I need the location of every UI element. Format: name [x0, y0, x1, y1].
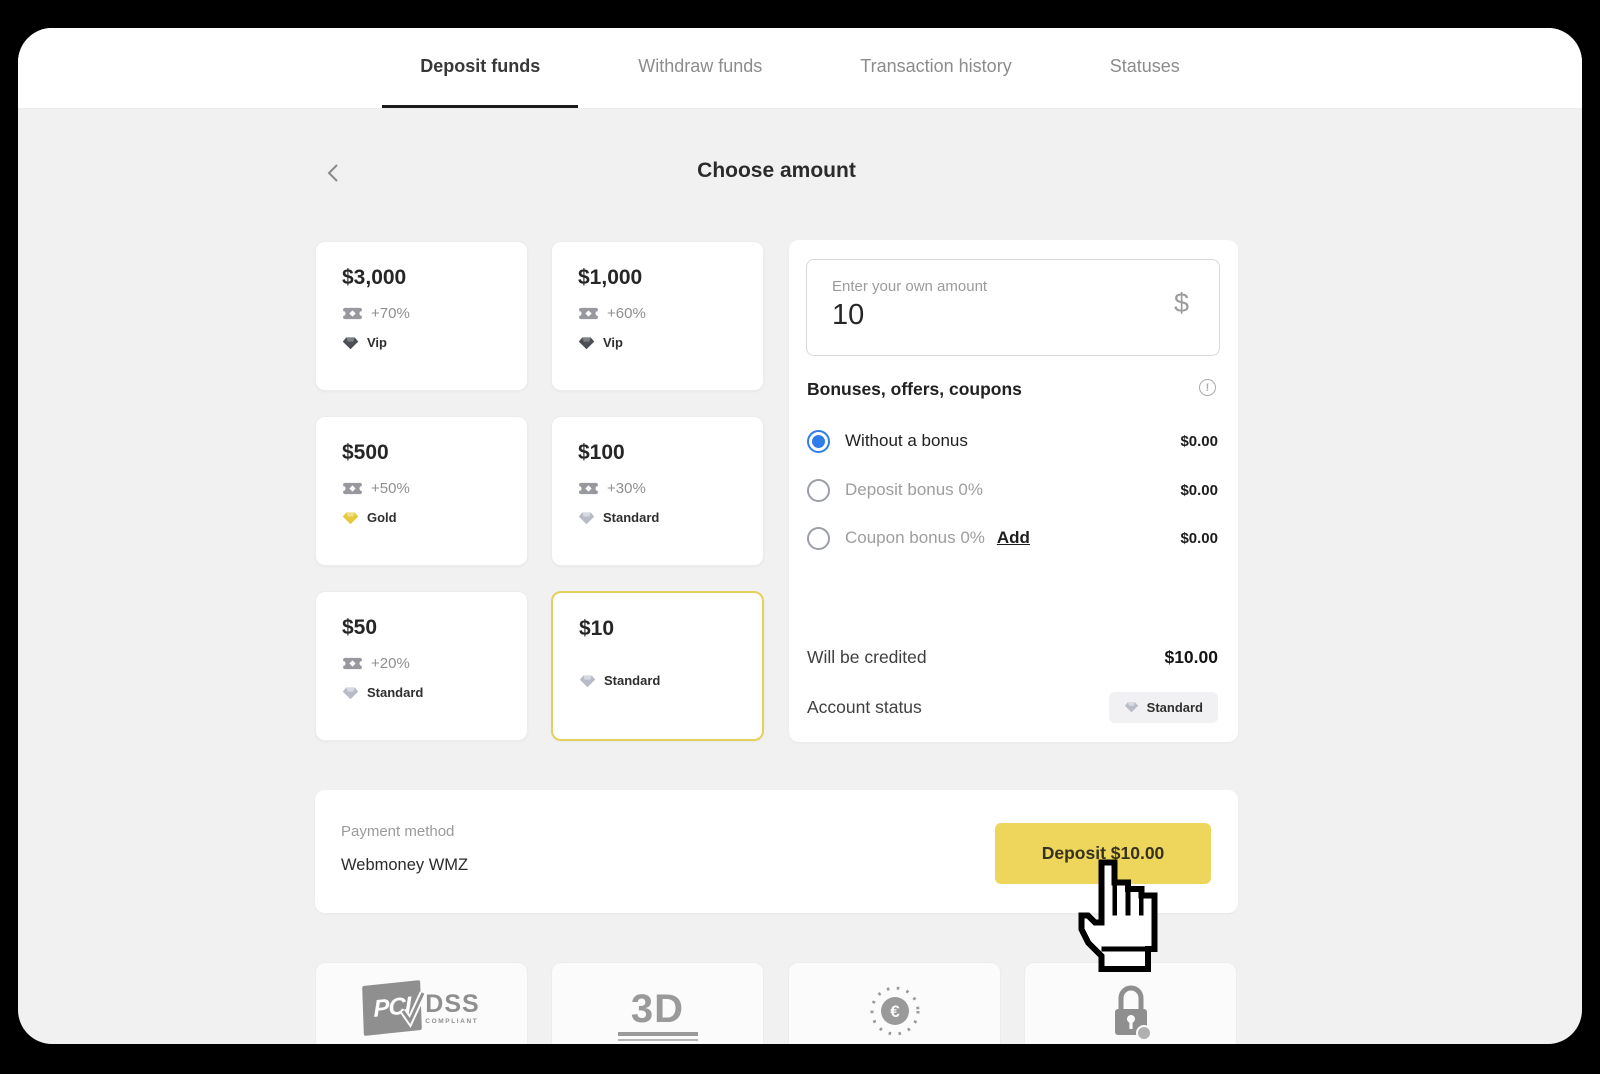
- lock-icon: [1114, 985, 1152, 1041]
- credited-row: Will be credited $10.00: [807, 642, 1218, 672]
- coupon-icon: [578, 482, 599, 495]
- own-amount-label: Enter your own amount: [832, 278, 988, 295]
- diamond-icon-standard: [578, 511, 595, 524]
- card-status-label: Vip: [603, 335, 623, 350]
- account-status-label: Account status: [807, 696, 922, 717]
- account-status-row: Account status Standard: [807, 690, 1218, 724]
- card-amount: $10: [579, 617, 615, 640]
- add-coupon-link[interactable]: Add: [996, 528, 1030, 547]
- diamond-icon: [578, 336, 595, 349]
- card-bonus-label: +60%: [607, 305, 646, 322]
- bonus-option-amount: $0.00: [1180, 432, 1218, 450]
- card-bonus-label: +70%: [371, 305, 410, 322]
- tab-statuses[interactable]: Statuses: [1109, 56, 1180, 76]
- account-status-badge: Standard: [1108, 691, 1218, 723]
- payment-method-label: Payment method: [341, 823, 455, 840]
- euro-coin-icon: €: [870, 986, 919, 1036]
- back-button[interactable]: [321, 160, 347, 186]
- amount-card-500[interactable]: $500 +50% Gold: [315, 416, 528, 566]
- amount-card-10-selected[interactable]: $10 Standard: [551, 591, 764, 741]
- card-bonus-label: +20%: [371, 655, 410, 672]
- card-status-label: Gold: [367, 510, 397, 525]
- chevron-left-icon: [327, 164, 338, 182]
- tab-withdraw-funds[interactable]: Withdraw funds: [638, 56, 763, 76]
- deposit-button[interactable]: Deposit $10.00: [995, 823, 1211, 884]
- bonus-option-coupon-bonus[interactable]: Coupon bonus 0% Add $0.00: [807, 523, 1218, 553]
- bonus-section-title: Bonuses, offers, coupons: [807, 379, 1022, 399]
- payment-bar: Payment method Webmoney WMZ Deposit $10.…: [315, 790, 1238, 913]
- euro-coin-badge: €: [788, 962, 1001, 1044]
- tab-deposit-funds[interactable]: Deposit funds: [382, 28, 579, 108]
- own-amount-field[interactable]: Enter your own amount $: [806, 259, 1220, 356]
- credited-label: Will be credited: [807, 646, 927, 667]
- bonus-option-label: Deposit bonus 0%: [845, 480, 983, 499]
- secure-lock-badge: [1024, 962, 1237, 1044]
- page-title: Choose amount: [697, 159, 856, 182]
- card-bonus-label: +50%: [371, 480, 410, 497]
- card-amount: $50: [342, 616, 378, 639]
- amount-card-100[interactable]: $100 +30% Standard: [551, 416, 764, 566]
- card-amount: $500: [342, 441, 389, 464]
- amount-card-1000[interactable]: $1,000 +60% Vip: [551, 241, 764, 391]
- tab-bar: Deposit funds Withdraw funds Transaction…: [18, 28, 1582, 109]
- currency-symbol: $: [1173, 288, 1189, 318]
- account-status-value: Standard: [1146, 699, 1203, 715]
- coupon-icon: [342, 657, 363, 670]
- tab-transaction-history[interactable]: Transaction history: [860, 56, 1012, 76]
- deposit-modal: Deposit funds Withdraw funds Transaction…: [18, 28, 1582, 1044]
- card-status-label: Standard: [604, 673, 661, 688]
- amount-card-3000[interactable]: $3,000 +70% Vip: [315, 241, 528, 391]
- card-status-label: Standard: [603, 510, 660, 525]
- bonus-option-label: Coupon bonus 0%: [845, 528, 985, 547]
- coupon-icon: [342, 482, 363, 495]
- bonus-option-deposit-bonus[interactable]: Deposit bonus 0% $0.00: [807, 475, 1218, 505]
- card-amount: $1,000: [578, 266, 643, 289]
- amount-card-50[interactable]: $50 +20% Standard: [315, 591, 528, 741]
- own-amount-input[interactable]: [832, 299, 1132, 332]
- radio-checked-icon[interactable]: [807, 429, 830, 453]
- info-icon[interactable]: !: [1199, 379, 1216, 396]
- bonus-option-without-bonus[interactable]: Without a bonus $0.00: [807, 426, 1218, 456]
- dss-label: DSS: [425, 990, 480, 1018]
- tabs: Deposit funds Withdraw funds Transaction…: [382, 28, 1218, 108]
- compliant-label: COMPLIANT: [425, 1018, 479, 1025]
- coupon-icon: [578, 307, 599, 320]
- radio-icon[interactable]: [807, 526, 830, 550]
- bonus-option-label: Without a bonus: [845, 431, 968, 450]
- pci-check-icon: [400, 991, 426, 1028]
- card-amount: $100: [578, 441, 625, 464]
- pci-dss-badge: PCI DSS COMPLIANT: [315, 962, 528, 1044]
- credited-amount: $10.00: [1164, 646, 1218, 667]
- diamond-icon: [342, 336, 359, 349]
- diamond-icon-standard: [579, 674, 596, 687]
- card-bonus-label: +30%: [607, 480, 646, 497]
- coupon-icon: [342, 307, 363, 320]
- diamond-icon-gold: [342, 511, 359, 524]
- deposit-details-panel: Enter your own amount $ Bonuses, offers,…: [789, 240, 1238, 742]
- 3d-secure-logo: 3D: [630, 987, 685, 1031]
- card-status-label: Standard: [367, 685, 424, 700]
- card-status-label: Vip: [367, 335, 387, 350]
- diamond-icon-standard: [342, 686, 359, 699]
- 3d-secure-badge: 3D: [551, 962, 764, 1044]
- bonus-option-amount: $0.00: [1180, 529, 1218, 547]
- card-amount: $3,000: [342, 266, 407, 289]
- radio-icon[interactable]: [807, 478, 830, 502]
- payment-method-value: Webmoney WMZ: [341, 856, 469, 874]
- svg-text:€: €: [890, 1002, 900, 1021]
- diamond-icon-standard: [1124, 702, 1138, 713]
- bonus-option-amount: $0.00: [1180, 481, 1218, 499]
- hand-cursor-icon: [1078, 859, 1158, 973]
